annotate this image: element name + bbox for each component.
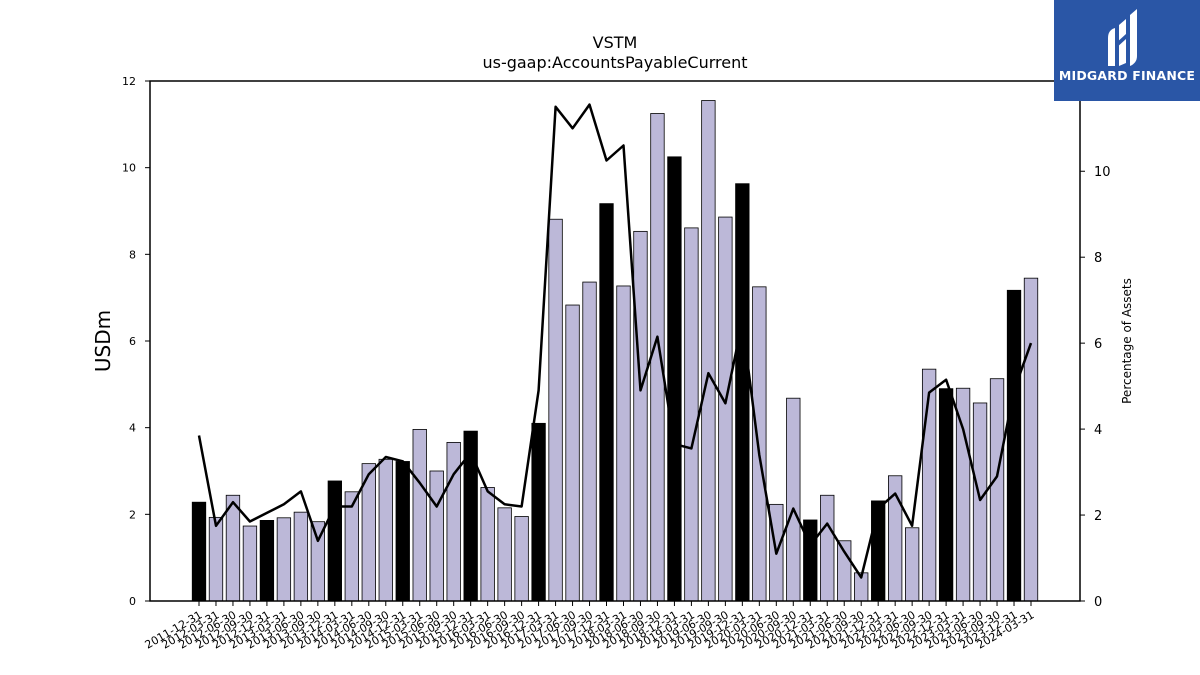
chart-subtitle: us-gaap:AccountsPayableCurrent [482,53,747,72]
left-axis: 0 2 4 6 8 10 12 [122,75,150,608]
bar-annual [463,430,478,602]
bar-annual [938,388,954,602]
bar-quarter [225,494,241,602]
bar-quarter [921,368,937,602]
bar-quarter [955,387,971,602]
bar-quarter [786,397,801,602]
bar-annual [191,501,207,602]
bar-annual [531,422,546,602]
right-axis-label: Percentage of Assets [1120,278,1134,404]
bar-quarter [412,428,427,602]
right-axis: 0 2 4 6 8 10 [1080,165,1111,610]
bar-quarter [904,527,920,602]
bar-quarter [480,487,495,602]
left-tick-label: 0 [129,595,136,608]
bar-quarter [514,516,529,602]
bar-quarter [548,218,563,602]
bar-quarter [429,470,444,602]
left-tick-label: 2 [129,508,136,521]
percentage-line [197,103,1033,579]
right-tick-label: 0 [1094,595,1102,610]
bar-quarter [972,402,988,602]
chart-title: VSTM [593,33,638,52]
bar-quarter [718,216,733,602]
line-group [197,103,1033,579]
bar-annual [871,500,886,602]
left-axis-label: USDm [91,310,115,372]
bar-quarter [650,113,665,602]
bar-quarter [684,227,699,602]
bar-quarter [497,507,512,602]
bar-quarter [565,304,580,602]
right-tick-label: 10 [1094,165,1111,180]
right-tick-label: 8 [1094,251,1102,266]
bar-quarter [378,458,393,602]
right-tick-label: 6 [1094,337,1102,352]
midgard-logo-icon [1108,9,1137,66]
left-tick-label: 8 [129,248,136,261]
left-tick-label: 6 [129,335,136,348]
bar-quarter [208,516,224,602]
bar-quarter [633,230,648,602]
logo-text: MIDGARD FINANCE [1058,68,1196,83]
bar-quarter [242,525,258,602]
bar-quarter [820,494,835,602]
bar-annual [327,480,342,602]
bar-quarter [752,286,767,602]
bar-annual [395,461,410,602]
bar-annual [667,156,682,602]
bar-quarter [344,491,359,602]
bar-annual [1006,289,1022,602]
bar-quarter [1023,277,1039,602]
x-axis: 2011-12-312012-03-312012-06-302012-09-30… [143,601,1037,652]
bar-annual [735,183,750,602]
bar-annual [599,203,614,602]
left-tick-label: 4 [129,422,136,435]
brand-logo: MIDGARD FINANCE [1054,0,1200,101]
bar-quarter [446,441,461,602]
bar-quarter [989,378,1005,602]
right-tick-label: 4 [1094,423,1102,438]
bar-quarter [701,100,716,602]
left-tick-label: 10 [122,162,136,175]
bar-quarter [276,517,292,602]
left-tick-label: 12 [122,75,136,88]
bar-quarter [582,281,597,602]
bar-quarter [616,285,631,602]
right-tick-label: 2 [1094,509,1102,524]
bar-quarter [293,511,309,602]
bar-annual [259,520,275,602]
